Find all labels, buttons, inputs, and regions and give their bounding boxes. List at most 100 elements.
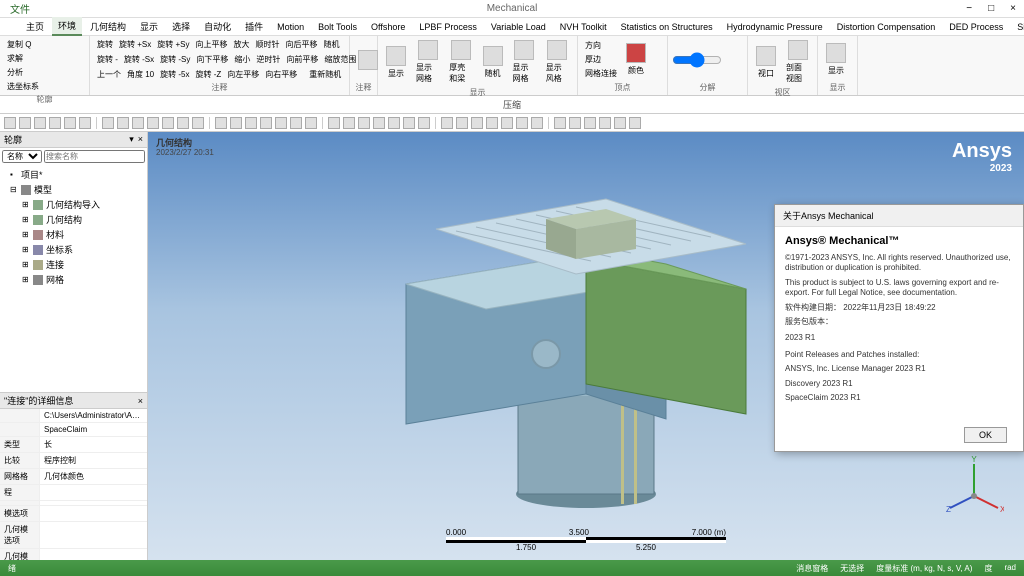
toolbar-icon[interactable] [418,117,430,129]
ribbon-item[interactable]: 旋转 +Sy [157,39,189,50]
detail-row[interactable]: 类型长 [0,437,147,453]
toolbar-icon[interactable] [403,117,415,129]
tree-node[interactable]: ⊞几何结构导入 [14,197,145,212]
axis-triad[interactable]: Y X Z [944,456,1004,516]
toolbar-icon[interactable] [64,117,76,129]
viewport-3d[interactable]: 几何结构 2023/2/27 20:31 Ansys 2023 [148,132,1024,576]
toolbar-icon[interactable] [102,117,114,129]
toolbar-icon[interactable] [471,117,483,129]
about-ok-button[interactable]: OK [964,427,1007,443]
display-button[interactable]: 厚壳和梁 [445,38,476,86]
toolbar-icon[interactable] [215,117,227,129]
ribbon-item[interactable]: 旋转 -5x [160,69,189,80]
close-button[interactable]: × [1006,3,1020,14]
toolbar-icon[interactable] [245,117,257,129]
ribbon-item[interactable]: 缩小 [234,54,250,65]
ribbon-item[interactable]: 选坐标系 [4,80,42,93]
display-button[interactable]: 随机 [479,44,507,81]
ribbon-item[interactable]: 厚边 [582,53,620,66]
view-button[interactable]: 视口 [752,44,780,81]
toolbar-icon[interactable] [34,117,46,129]
view-button[interactable]: 剖面视图 [782,38,813,86]
display-button[interactable]: 显示风格 [542,38,573,86]
display-button[interactable]: 显示 [382,44,410,81]
toolbar-icon[interactable] [192,117,204,129]
toolbar-icon[interactable] [358,117,370,129]
ribbon-tab[interactable]: NVH Toolkit [554,20,613,34]
file-tab[interactable]: 文件 [4,1,36,16]
ribbon-tab[interactable]: 主页 [20,18,50,35]
detail-row[interactable]: 模选项 [0,506,147,522]
ribbon-item[interactable]: 旋转 - [97,54,118,65]
tree-search-input[interactable] [44,150,145,163]
toolbar-icon[interactable] [147,117,159,129]
ribbon-tab[interactable]: Motion [271,20,310,34]
pin-icon[interactable]: ▾ [129,134,134,145]
detail-row[interactable]: 比较程序控制 [0,453,147,469]
explode-slider[interactable] [672,52,722,68]
minimize-button[interactable]: − [962,3,976,14]
tree-filter-select[interactable]: 名称 [2,150,42,163]
ribbon-tab[interactable]: 环境 [52,17,82,36]
ribbon-item[interactable]: 旋转 +Sx [119,39,151,50]
detail-row[interactable]: C:\Users\Administrator\AppData\Local... [0,409,147,423]
detail-row[interactable]: 几何模选项 [0,522,147,549]
toolbar-icon[interactable] [569,117,581,129]
toolbar-icon[interactable] [79,117,91,129]
tree-node[interactable]: ⊞连接 [14,257,145,272]
ribbon-item[interactable]: 旋转 -Sx [124,54,154,65]
ribbon-tab[interactable]: DED Process [943,20,1009,34]
ribbon-tab[interactable]: 选择 [166,18,196,35]
ribbon-item[interactable]: 角度 10 [127,69,154,80]
toolbar-icon[interactable] [373,117,385,129]
tree-node[interactable]: ⊞坐标系 [14,242,145,257]
detail-row[interactable]: SpaceClaim [0,423,147,437]
ribbon-item[interactable]: 分析 [4,66,42,79]
toolbar-icon[interactable] [230,117,242,129]
ribbon-item[interactable]: 向左平移 [227,69,259,80]
ribbon-tab[interactable]: LPBF Process [413,20,483,34]
ribbon-tab[interactable]: Bolt Tools [312,20,363,34]
toolbar-icon[interactable] [441,117,453,129]
ribbon-item[interactable]: 旋转 [97,39,113,50]
tree-node[interactable]: ⊞网格 [14,272,145,287]
toolbar-icon[interactable] [456,117,468,129]
ribbon-item[interactable]: 求解 [4,52,42,65]
tree-root[interactable]: ▪项目* [2,167,145,182]
toolbar-icon[interactable] [328,117,340,129]
ribbon-item[interactable]: 放大 [233,39,249,50]
toolbar-icon[interactable] [162,117,174,129]
ribbon-item[interactable]: 向右平移 [265,69,297,80]
ribbon-item[interactable]: 网格连接 [582,67,620,80]
panel-close-icon[interactable]: × [138,396,143,406]
ribbon-item[interactable]: 复制 Q [4,38,42,51]
detail-row[interactable]: 程 [0,485,147,501]
toolbar-icon[interactable] [629,117,641,129]
ribbon-item[interactable]: 向下平移 [196,54,228,65]
ribbon-item[interactable]: 向后平移 [285,39,317,50]
ribbon-tab[interactable]: Sintering Process [1011,20,1024,34]
ribbon-tab[interactable]: 插件 [239,18,269,35]
maximize-button[interactable]: □ [984,3,998,14]
ribbon-item[interactable]: 旋转 -Z [195,69,221,80]
ribbon-tab[interactable]: 显示 [134,18,164,35]
ribbon-tab[interactable]: Statistics on Structures [615,20,719,34]
toolbar-icon[interactable] [290,117,302,129]
ribbon-item[interactable]: 向上平移 [195,39,227,50]
ribbon-tab[interactable]: Offshore [365,20,411,34]
tree-node[interactable]: ⊞几何结构 [14,212,145,227]
toolbar-icon[interactable] [614,117,626,129]
ribbon-tab[interactable]: Hydrodynamic Pressure [721,20,829,34]
ribbon-item[interactable]: 向前平移 [286,54,318,65]
toolbar-icon[interactable] [132,117,144,129]
toolbar-icon[interactable] [584,117,596,129]
toolbar-icon[interactable] [343,117,355,129]
ribbon-tab[interactable]: 自动化 [198,18,237,35]
show-button[interactable]: 显示 [822,41,850,78]
toolbar-icon[interactable] [117,117,129,129]
toolbar-icon[interactable] [554,117,566,129]
color-button[interactable]: 颜色 [622,41,650,78]
toolbar-icon[interactable] [486,117,498,129]
ribbon-item[interactable]: 旋转 -Sy [160,54,190,65]
ribbon-item[interactable]: 顺时针 [255,39,279,50]
